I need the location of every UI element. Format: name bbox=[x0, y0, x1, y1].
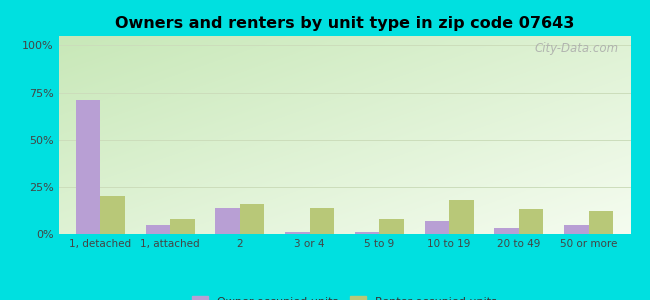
Bar bbox=[449, 200, 474, 234]
Title: Owners and renters by unit type in zip code 07643: Owners and renters by unit type in zip c… bbox=[115, 16, 574, 31]
Bar bbox=[100, 196, 125, 234]
Bar bbox=[564, 225, 589, 234]
Bar bbox=[146, 225, 170, 234]
Bar bbox=[170, 219, 194, 234]
Bar bbox=[215, 208, 240, 234]
Bar bbox=[589, 212, 613, 234]
Bar bbox=[76, 100, 100, 234]
Bar bbox=[240, 204, 265, 234]
Bar bbox=[380, 219, 404, 234]
Bar bbox=[309, 208, 334, 234]
Bar bbox=[495, 228, 519, 234]
Bar bbox=[285, 232, 309, 234]
Legend: Owner occupied units, Renter occupied units: Owner occupied units, Renter occupied un… bbox=[187, 291, 502, 300]
Text: City-Data.com: City-Data.com bbox=[535, 42, 619, 55]
Bar bbox=[519, 209, 543, 234]
Bar bbox=[355, 232, 380, 234]
Bar bbox=[424, 221, 449, 234]
